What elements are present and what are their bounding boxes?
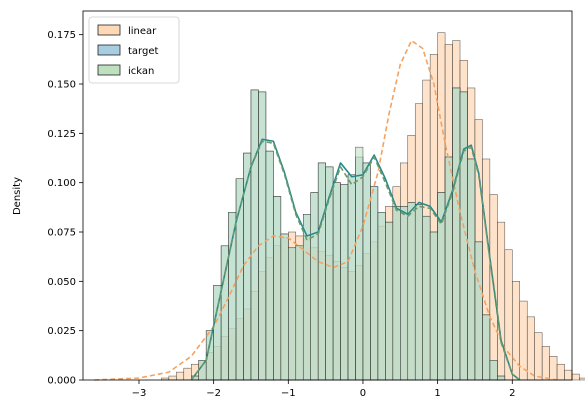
- plot-frame: [82, 10, 573, 381]
- bar-linear: [564, 369, 573, 381]
- bar-ickan: [250, 89, 259, 381]
- bar-linear: [183, 367, 192, 381]
- bar-ickan: [489, 360, 498, 381]
- x-axis: −3 −2 −1 0 1 2: [132, 380, 515, 399]
- histogram-bars: [161, 32, 585, 381]
- bar-ickan: [392, 206, 401, 381]
- bar-ickan: [400, 206, 409, 381]
- bar-ickan: [243, 152, 252, 381]
- bar-linear: [168, 375, 177, 381]
- bar-linear: [497, 221, 506, 381]
- bar-ickan: [362, 162, 371, 381]
- x-tick-label: −2: [206, 388, 221, 399]
- kde-line-linear: [94, 39, 558, 381]
- legend-swatch-linear: [97, 24, 121, 36]
- bar-linear: [526, 316, 535, 381]
- x-tick-label: −1: [281, 388, 296, 399]
- legend: linear target ickan: [88, 16, 180, 84]
- bar-linear: [579, 377, 585, 381]
- bar-ickan: [265, 150, 274, 381]
- bar-ickan: [340, 184, 349, 381]
- bar-ickan: [377, 212, 386, 381]
- bar-ickan: [288, 247, 297, 381]
- x-tick-label: 2: [509, 388, 515, 399]
- legend-swatch-target: [97, 44, 121, 56]
- y-axis-title: Density: [12, 177, 23, 215]
- bar-ickan: [310, 192, 319, 381]
- legend-swatch-ickan: [97, 64, 121, 76]
- y-tick-label: 0.000: [47, 376, 76, 387]
- bar-ickan: [474, 241, 483, 381]
- bar-ickan: [467, 158, 476, 381]
- bar-ickan: [497, 375, 506, 381]
- legend-label-target: target: [128, 46, 158, 57]
- bar-ickan: [414, 204, 423, 381]
- kde-curves: [94, 39, 558, 381]
- bar-ickan: [317, 162, 326, 381]
- y-tick-label: 0.075: [47, 228, 76, 239]
- bar-linear: [549, 356, 558, 381]
- y-tick-label: 0.100: [47, 178, 76, 189]
- bar-ickan: [273, 196, 282, 381]
- bar-ickan: [422, 215, 431, 381]
- y-axis: 0.000 0.025 0.050 0.075 0.100 0.125 0.150 0.175: [47, 30, 83, 387]
- x-tick-label: −3: [132, 388, 147, 399]
- bar-linear: [534, 332, 543, 381]
- legend-label-ickan: ickan: [128, 66, 154, 77]
- bar-linear: [519, 300, 528, 381]
- bar-ickan: [332, 182, 341, 381]
- bar-ickan: [452, 87, 461, 381]
- bar-ickan: [385, 221, 394, 381]
- bar-linear: [176, 371, 185, 381]
- legend-label-linear: linear: [128, 26, 157, 37]
- bar-ickan: [198, 360, 207, 381]
- y-tick-label: 0.025: [47, 326, 76, 337]
- bar-ickan: [295, 245, 304, 381]
- bar-ickan: [444, 156, 453, 381]
- bar-ickan: [280, 233, 289, 381]
- bar-ickan: [407, 202, 416, 381]
- x-tick-label: 1: [434, 388, 440, 399]
- bar-ickan: [347, 174, 356, 381]
- bar-ickan: [370, 186, 379, 381]
- bar-ickan: [482, 314, 491, 381]
- y-tick-label: 0.175: [47, 30, 76, 41]
- bar-ickan: [459, 91, 468, 381]
- y-tick-label: 0.050: [47, 277, 76, 288]
- x-tick-label: 0: [360, 388, 366, 399]
- bar-ickan: [258, 91, 267, 381]
- bar-ickan: [429, 231, 438, 381]
- y-tick-label: 0.150: [47, 80, 76, 91]
- bar-ickan: [220, 245, 229, 381]
- bar-linear: [541, 346, 550, 381]
- y-tick-label: 0.125: [47, 129, 76, 140]
- bar-linear: [556, 363, 565, 381]
- bar-linear: [571, 373, 580, 381]
